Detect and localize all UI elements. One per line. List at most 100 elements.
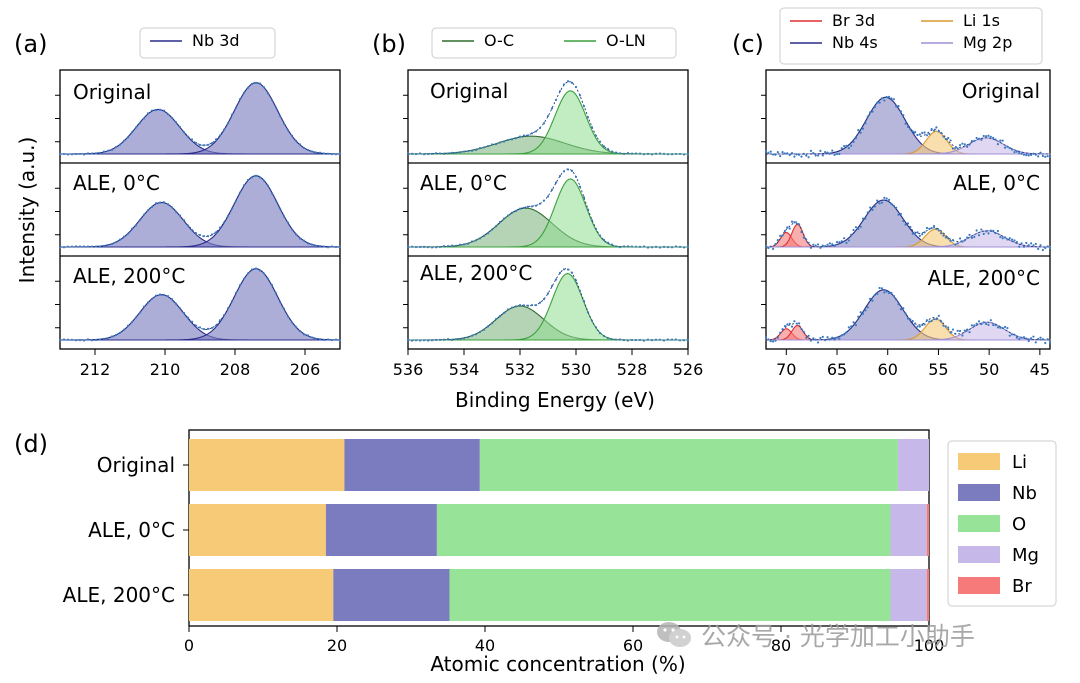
data-point <box>182 219 186 222</box>
data-point <box>828 338 832 341</box>
data-point <box>814 154 817 157</box>
data-point <box>838 337 841 340</box>
data-point <box>498 141 502 144</box>
data-point <box>779 155 782 158</box>
data-point <box>781 234 784 237</box>
data-point <box>1048 341 1052 344</box>
data-point <box>290 321 294 324</box>
watermark: 公众号 · 光学加工小助手 <box>655 617 975 653</box>
data-point <box>510 306 514 309</box>
data-point <box>970 324 974 327</box>
bar-segment-nb <box>325 504 437 556</box>
legend-swatch <box>958 515 1000 532</box>
data-point <box>954 332 957 335</box>
data-point <box>1008 237 1011 240</box>
data-point <box>154 202 158 205</box>
data-point <box>198 143 202 147</box>
data-point <box>871 208 874 211</box>
data-point <box>880 97 884 100</box>
data-point <box>130 131 134 134</box>
data-point <box>859 311 862 314</box>
data-point <box>110 148 114 151</box>
data-point <box>885 95 888 99</box>
data-point <box>550 284 554 288</box>
x-tick-label: 55 <box>928 360 948 379</box>
data-point <box>847 239 850 242</box>
panel-label-b: (b) <box>372 30 406 58</box>
data-point <box>819 246 822 249</box>
data-point <box>618 338 622 341</box>
data-point <box>618 152 622 155</box>
data-point <box>230 300 234 303</box>
data-point <box>869 206 872 209</box>
bar-segment-mg <box>890 569 927 621</box>
data-point <box>666 153 670 156</box>
data-point <box>992 323 995 327</box>
sample-label: Original <box>962 79 1040 103</box>
data-point <box>968 233 971 236</box>
spectrum-ALE, 0°C: ALE, 0°C <box>761 171 1052 252</box>
data-point <box>330 153 334 156</box>
data-point <box>814 338 817 341</box>
data-point <box>306 148 310 152</box>
data-point <box>446 152 450 155</box>
legend-label: Mg 2p <box>963 33 1012 52</box>
x-tick-label: 0 <box>184 636 194 655</box>
data-point <box>951 328 955 331</box>
data-point <box>58 339 62 342</box>
data-point <box>662 152 666 155</box>
x-tick-label: 530 <box>561 360 592 379</box>
data-point <box>334 245 338 249</box>
data-point <box>838 241 841 244</box>
data-point <box>310 150 314 153</box>
data-point <box>546 292 550 295</box>
data-point <box>906 125 910 129</box>
data-point <box>162 201 166 204</box>
data-point <box>895 298 898 301</box>
data-point <box>286 128 290 132</box>
data-point <box>899 212 903 216</box>
data-point <box>909 318 912 321</box>
data-point <box>831 243 834 246</box>
data-point <box>996 326 1000 329</box>
data-point <box>985 135 988 138</box>
legend-label: Nb <box>1012 483 1037 504</box>
data-point <box>826 336 829 339</box>
data-point <box>414 152 418 156</box>
data-point <box>66 153 70 156</box>
data-point <box>86 152 90 155</box>
data-point <box>322 245 326 248</box>
data-point <box>330 339 334 342</box>
data-point <box>902 114 905 117</box>
data-point <box>921 323 924 327</box>
data-point <box>230 207 234 210</box>
data-point <box>873 205 876 208</box>
data-point <box>522 304 526 307</box>
data-point <box>947 237 950 240</box>
data-point <box>963 329 966 332</box>
data-point <box>338 152 342 155</box>
data-point <box>949 139 952 142</box>
data-point <box>994 231 997 235</box>
data-point <box>218 226 222 229</box>
data-point <box>947 326 950 329</box>
data-point <box>764 245 768 248</box>
data-point <box>686 339 690 342</box>
data-point <box>878 101 881 104</box>
data-point <box>274 292 278 295</box>
data-point <box>594 227 598 231</box>
data-point <box>985 322 988 326</box>
data-point <box>422 245 426 248</box>
data-point <box>892 98 895 101</box>
data-point <box>674 338 678 341</box>
data-point <box>302 239 306 242</box>
data-point <box>816 243 820 246</box>
data-point <box>158 293 162 296</box>
data-point <box>326 246 330 249</box>
legend-swatch <box>958 546 1000 563</box>
data-point <box>478 330 482 334</box>
data-point <box>951 147 955 150</box>
data-point <box>490 322 494 325</box>
data-point <box>843 144 846 148</box>
data-point <box>286 221 290 224</box>
